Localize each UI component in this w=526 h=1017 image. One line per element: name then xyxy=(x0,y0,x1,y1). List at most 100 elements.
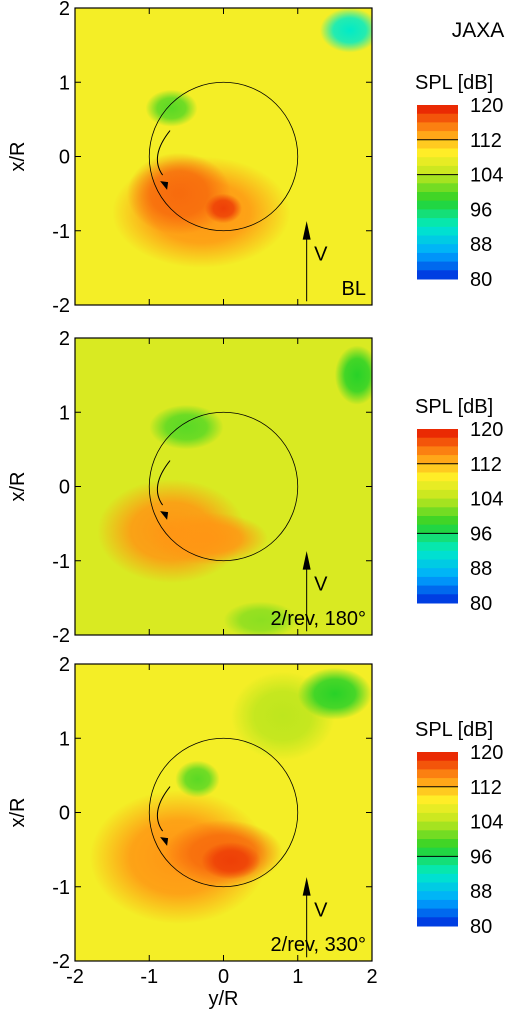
contour-region xyxy=(201,842,261,880)
velocity-arrowhead xyxy=(302,221,311,240)
colorbar-tick-label: 80 xyxy=(470,593,492,615)
colorbar-tick-label: 120 xyxy=(470,95,503,117)
colorbar-tick-label: 80 xyxy=(470,916,492,938)
y-tick-label: 1 xyxy=(59,728,70,750)
colorbar-band xyxy=(417,192,458,202)
colorbar-title: SPL [dB] xyxy=(415,719,493,741)
colorbar-band xyxy=(417,122,458,132)
x-tick-label: -2 xyxy=(66,966,84,988)
rotation-arrow xyxy=(156,786,171,832)
colorbar-1: SPL [dB]120 112 104 96 88 80 xyxy=(415,72,503,291)
colorbar-band xyxy=(417,908,458,918)
colorbar-band xyxy=(417,769,458,779)
colorbar-title: SPL [dB] xyxy=(415,72,493,94)
y-axis-label: x/R xyxy=(7,472,29,502)
rotation-arrowhead xyxy=(160,837,169,846)
contour-region xyxy=(175,760,220,798)
velocity-arrowhead xyxy=(302,551,311,570)
colorbar-band xyxy=(417,891,458,901)
rotation-arrow xyxy=(156,460,171,506)
colorbar-band xyxy=(417,524,458,534)
colorbar-band xyxy=(417,165,458,176)
contour-region xyxy=(149,512,269,565)
colorbar-band xyxy=(417,131,458,141)
y-tick-label: 1 xyxy=(59,402,70,424)
colorbar-tick-label: 80 xyxy=(470,269,492,291)
colorbar-band xyxy=(417,873,458,883)
contour-region xyxy=(223,601,298,635)
colorbar-band xyxy=(417,786,458,796)
colorbar-band xyxy=(417,550,458,560)
colorbar-tick-label: 120 xyxy=(470,742,503,764)
contour-region xyxy=(126,152,231,235)
colorbar-band xyxy=(417,795,458,805)
colorbar-band xyxy=(417,489,458,500)
colorbar-tick-label: 88 xyxy=(470,558,492,580)
colorbar-3: SPL [dB]120 112 104 96 88 80 xyxy=(415,719,503,938)
x-tick-label: -1 xyxy=(140,966,158,988)
y-axis-label: x/R xyxy=(7,798,29,828)
colorbar-band xyxy=(417,261,458,271)
y-tick-label: 2 xyxy=(59,0,70,20)
colorbar-band xyxy=(417,235,458,245)
rotor-disk-circle xyxy=(148,411,299,562)
velocity-label: V xyxy=(314,573,328,595)
colorbar-band xyxy=(417,760,458,770)
colorbar-band xyxy=(417,804,458,814)
colorbar-band xyxy=(417,559,458,569)
contour-region xyxy=(149,404,224,450)
colorbar-band xyxy=(417,533,458,543)
colorbar-band xyxy=(417,481,458,491)
colorbar-band xyxy=(417,455,458,465)
colorbar-band xyxy=(417,252,458,263)
y-tick-label: -1 xyxy=(52,221,70,243)
colorbar-band xyxy=(417,270,458,280)
contour-region xyxy=(297,667,372,720)
colorbar-tick-label: 104 xyxy=(470,812,503,834)
colorbar-band xyxy=(417,446,458,456)
colorbar-band xyxy=(417,778,458,788)
colorbar-band xyxy=(417,174,458,184)
colorbar-band xyxy=(417,594,458,604)
y-tick-label: 1 xyxy=(59,72,70,94)
colorbar-tick-label: 112 xyxy=(470,454,502,476)
colorbar-band xyxy=(417,576,458,587)
x-tick-label: 1 xyxy=(292,966,303,988)
colorbar-band xyxy=(417,821,458,831)
colorbar-band xyxy=(417,847,458,857)
contour-background xyxy=(75,338,372,635)
colorbar-tick-label: 88 xyxy=(470,881,492,903)
y-tick-label: -2 xyxy=(52,951,70,973)
y-tick-label: -1 xyxy=(52,877,70,899)
y-tick-label: -2 xyxy=(52,625,70,647)
colorbar-band xyxy=(417,209,458,219)
colorbar-tick-label: 112 xyxy=(470,777,502,799)
y-tick-label: 2 xyxy=(59,654,70,676)
x-tick-label: 0 xyxy=(218,966,229,988)
rotation-arrowhead xyxy=(160,511,169,520)
colorbar-2: SPL [dB]120 112 104 96 88 80 xyxy=(415,396,503,615)
contour-panel-3: V -2 -1 0 1 2 -2 -1 0 1 2 x/R y/R 2/rev, 330° xyxy=(7,654,378,1010)
contour-region xyxy=(204,193,243,224)
colorbar-band xyxy=(417,157,458,167)
colorbar-band xyxy=(417,244,458,254)
colorbar-tick-label: 104 xyxy=(470,165,503,187)
jaxa-label: JAXA xyxy=(452,19,505,42)
colorbar-band xyxy=(417,812,458,823)
contour-panel-2: V -2 -1 0 1 2 x/R 2/rev, 180° xyxy=(7,328,373,647)
colorbar-tick-label: 96 xyxy=(470,523,492,545)
x-axis-label: y/R xyxy=(209,988,239,1010)
y-tick-label: 0 xyxy=(59,477,70,499)
colorbar-band xyxy=(417,105,458,115)
colorbar-band xyxy=(417,856,458,866)
colorbar-band xyxy=(417,200,458,210)
colorbar-band xyxy=(417,516,458,526)
colorbar-tick-label: 88 xyxy=(470,234,492,256)
y-tick-label: -2 xyxy=(52,295,70,317)
colorbar-tick-label: 112 xyxy=(470,130,502,152)
colorbar-band xyxy=(417,113,458,123)
colorbar-band xyxy=(417,585,458,595)
colorbar-title: SPL [dB] xyxy=(415,396,493,418)
colorbar-band xyxy=(417,226,458,236)
